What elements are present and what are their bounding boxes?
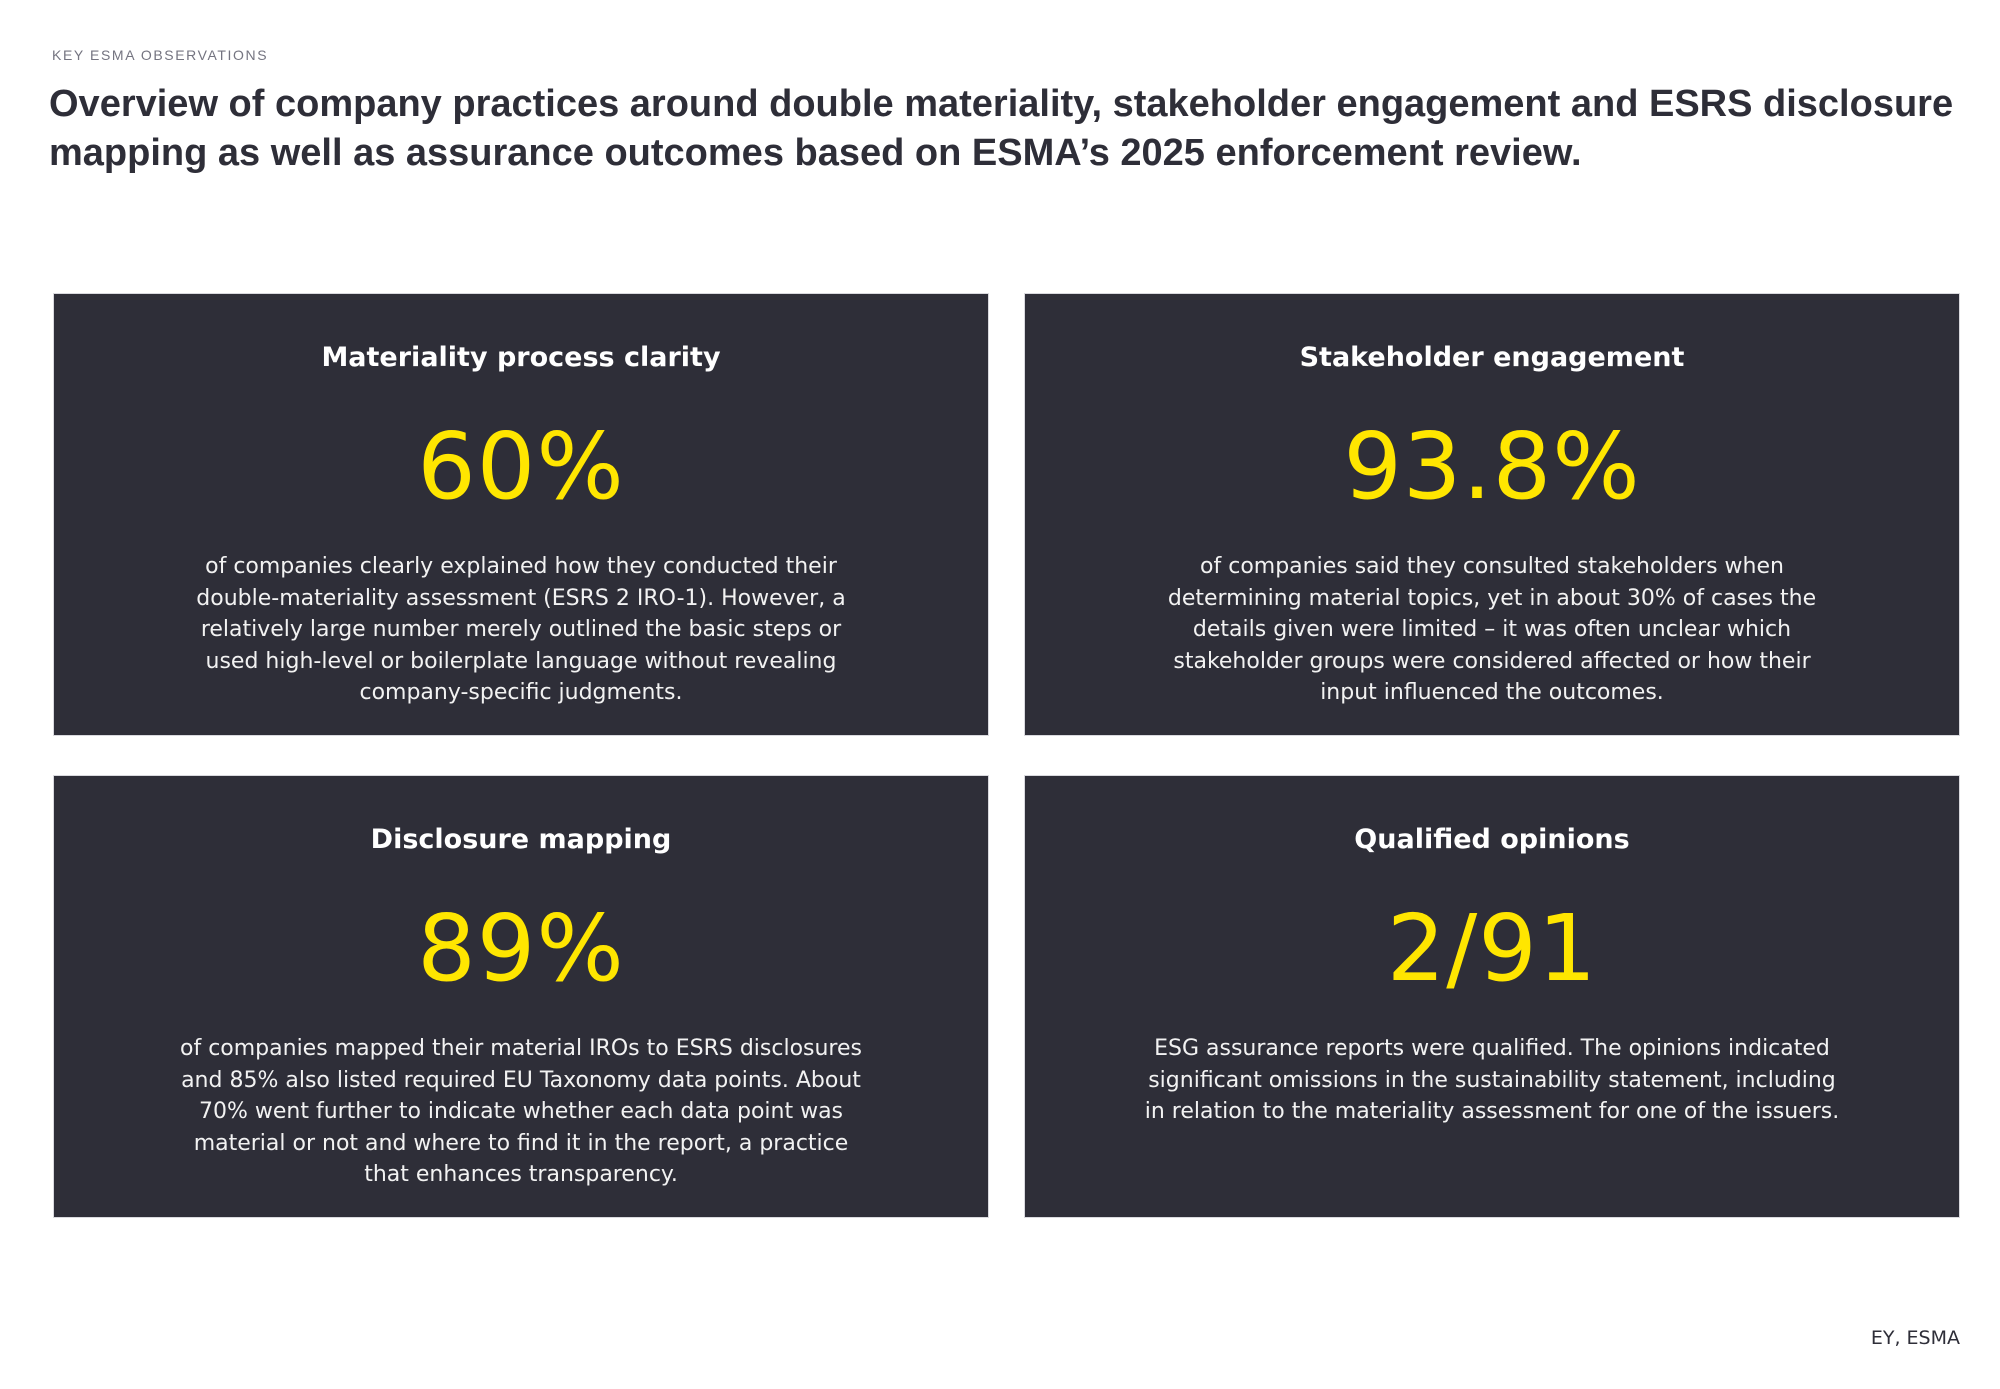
card-stat: 89% [417, 895, 625, 1002]
card-description: of companies said they consulted stakeho… [1167, 554, 1817, 705]
card-stat: 60% [417, 413, 625, 520]
page-title: Overview of company practices around dou… [49, 83, 1954, 174]
source-note: EY, ESMA [1870, 1327, 1960, 1349]
card-disclosure-mapping: Disclosure mapping 89% of companies mapp… [53, 775, 989, 1218]
card-description: ESG assurance reports were qualified. Th… [1144, 1036, 1840, 1124]
eyebrow-label: KEY ESMA OBSERVATIONS [52, 47, 269, 63]
card-stakeholder-engagement: Stakeholder engagement 93.8% of companie… [1024, 293, 1960, 736]
card-materiality-process-clarity: Materiality process clarity 60% of compa… [53, 293, 989, 736]
card-title: Materiality process clarity [321, 342, 721, 373]
card-title: Stakeholder engagement [1299, 342, 1685, 373]
card-title: Disclosure mapping [370, 824, 672, 855]
card-title: Qualified opinions [1354, 824, 1630, 855]
card-stat: 2/91 [1386, 895, 1598, 1002]
card-stat: 93.8% [1343, 413, 1641, 520]
observations-grid: Materiality process clarity 60% of compa… [53, 293, 1961, 1218]
card-description: of companies mapped their material IROs … [180, 1036, 862, 1187]
card-description: of companies clearly explained how they … [196, 554, 846, 705]
card-qualified-opinions: Qualified opinions 2/91 ESG assurance re… [1024, 775, 1960, 1218]
